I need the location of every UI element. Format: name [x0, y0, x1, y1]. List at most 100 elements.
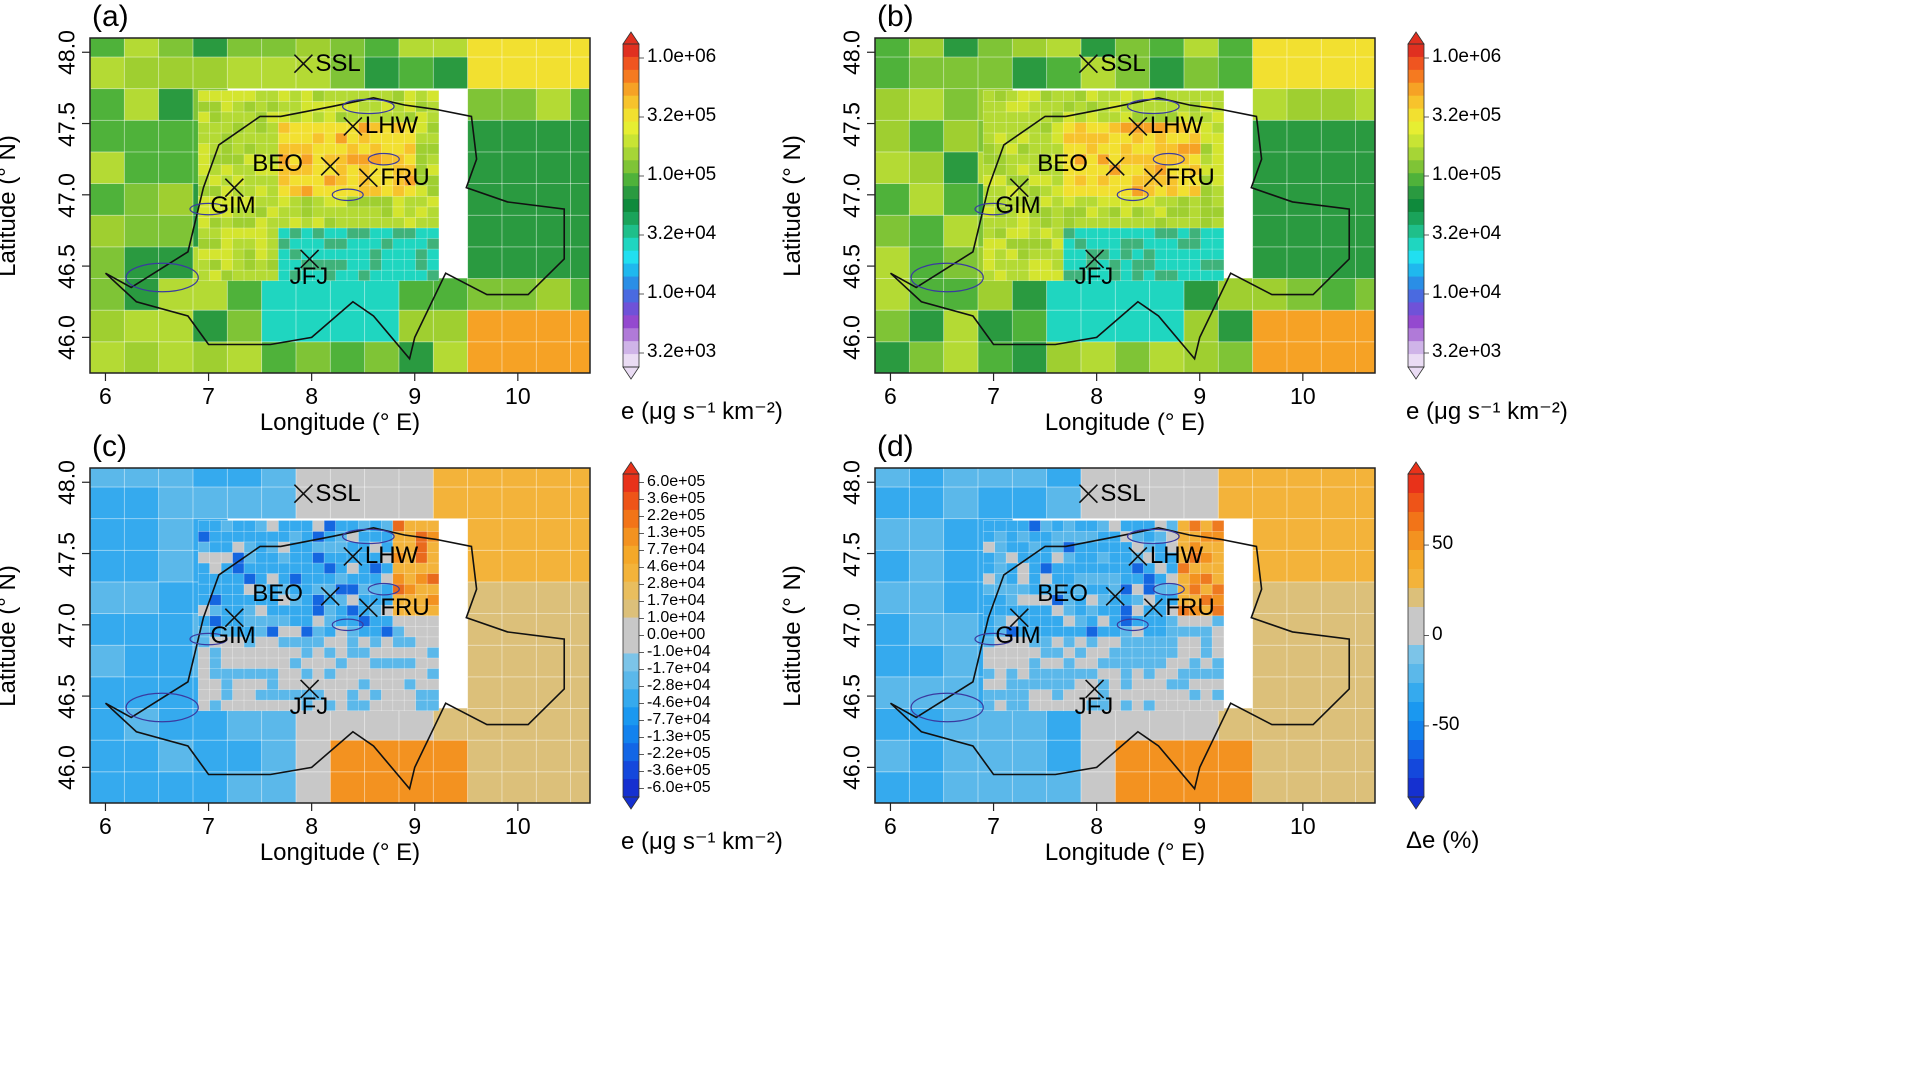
panel-label: (d)	[877, 430, 914, 463]
grid-cell	[398, 277, 435, 311]
grid-cell	[982, 132, 996, 144]
grid-cell	[209, 678, 222, 690]
grid-cell	[335, 174, 348, 187]
grid-cell	[335, 604, 348, 617]
grid-cell	[1063, 132, 1076, 144]
grid-cell	[312, 216, 325, 229]
grid-cell	[329, 707, 366, 741]
colorbar-segment	[1408, 56, 1424, 71]
grid-cell	[1028, 667, 1042, 680]
grid-cell	[1120, 227, 1133, 239]
grid-cell	[1188, 688, 1202, 701]
grid-cell	[1097, 667, 1110, 680]
x-tick-label: 10	[505, 813, 531, 839]
grid-cell	[1131, 216, 1145, 229]
grid-cell	[982, 90, 996, 102]
grid-cell	[1074, 185, 1087, 197]
grid-cell	[369, 657, 383, 669]
grid-cell	[982, 227, 996, 239]
grid-cell	[255, 195, 268, 208]
site-label: FRU	[380, 593, 430, 621]
grid-cell	[1211, 258, 1225, 271]
grid-cell	[369, 195, 383, 208]
lake-outline	[1116, 618, 1149, 632]
grid-cell	[209, 604, 222, 617]
grid-cell	[226, 707, 263, 741]
grid-cell	[1120, 636, 1133, 648]
grid-cell	[908, 549, 945, 583]
grid-cell	[1063, 185, 1076, 197]
grid-cell	[501, 468, 538, 488]
grid-cell	[323, 132, 337, 144]
colorbar-outline	[1407, 43, 1425, 368]
grid-cell	[1085, 667, 1099, 680]
grid-cell	[335, 258, 348, 271]
grid-cell	[278, 269, 291, 282]
grid-cell	[1085, 615, 1099, 627]
colorbar-tick-label: 1.0e+04	[647, 282, 717, 303]
grid-cell	[1211, 699, 1225, 712]
grid-cell	[1120, 551, 1133, 564]
grid-cell	[300, 227, 314, 239]
grid-cell	[943, 486, 979, 520]
grid-cell	[1120, 699, 1133, 712]
grid-cell	[90, 707, 126, 741]
grid-cell	[1177, 667, 1190, 680]
grid-cell	[255, 237, 268, 250]
colorbar-upper-arrow	[1407, 461, 1425, 475]
grid-cell	[369, 248, 383, 260]
grid-cell	[220, 121, 234, 134]
grid-cell	[535, 517, 572, 551]
grid-cell	[535, 38, 572, 58]
colorbar-segment	[623, 276, 639, 290]
grid-cell	[289, 195, 302, 208]
colorbar-segment	[623, 56, 639, 71]
grid-cell	[1183, 707, 1220, 741]
grid-cell	[209, 530, 222, 543]
site-marker-fru	[358, 168, 378, 188]
grid-cell	[1177, 227, 1190, 239]
grid-cell	[1131, 594, 1145, 606]
grid-cell	[1286, 56, 1323, 90]
grid-cell	[209, 657, 222, 669]
grid-cell	[335, 572, 348, 585]
x-tick-label: 10	[505, 383, 531, 409]
grid-cell	[1320, 676, 1357, 709]
grid-cell	[875, 340, 911, 373]
grid-cell	[1211, 636, 1225, 648]
lake-outline	[1152, 582, 1185, 596]
grid-cell	[1120, 248, 1133, 260]
site-marker-jfj	[300, 249, 320, 269]
grid-cell	[1217, 739, 1254, 773]
colorbar-segment	[623, 289, 639, 303]
grid-cell	[289, 530, 302, 543]
grid-cell	[1131, 248, 1145, 260]
grid-cell	[158, 182, 194, 216]
grid-cell	[323, 615, 337, 627]
grid-cell	[346, 237, 360, 250]
grid-cell	[1166, 625, 1179, 638]
colorbar-lower-arrow	[622, 366, 640, 380]
colorbar-tick-label: 0	[1432, 623, 1443, 645]
grid-cell	[90, 468, 126, 488]
y-tick-label: 47.0	[838, 602, 865, 648]
grid-cell	[346, 258, 360, 271]
grid-cell	[1286, 612, 1323, 646]
grid-cell	[255, 625, 268, 638]
grid-cell	[261, 56, 297, 90]
grid-cell	[1211, 562, 1225, 574]
colorbar-segment	[1408, 721, 1424, 741]
grid-cell	[415, 572, 428, 585]
grid-cell	[1074, 657, 1087, 669]
grid-cell	[570, 214, 590, 248]
grid-cell	[1143, 646, 1156, 659]
grid-cell	[1320, 214, 1357, 248]
grid-cell	[1200, 216, 1213, 229]
grid-cell	[278, 195, 291, 208]
grid-cell	[209, 248, 222, 260]
grid-cell	[1005, 121, 1019, 134]
grid-cell	[501, 87, 538, 121]
colorbar-segment	[623, 563, 639, 583]
grid-cell	[369, 699, 383, 712]
site-marker-lhw	[343, 116, 363, 136]
